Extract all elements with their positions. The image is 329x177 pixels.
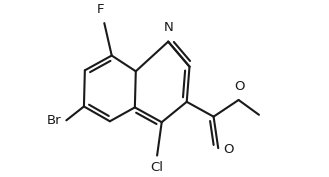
Text: Cl: Cl	[151, 161, 164, 174]
Text: Br: Br	[47, 114, 62, 127]
Text: N: N	[163, 21, 173, 34]
Text: O: O	[223, 144, 233, 156]
Text: O: O	[234, 80, 245, 93]
Text: F: F	[97, 3, 104, 16]
